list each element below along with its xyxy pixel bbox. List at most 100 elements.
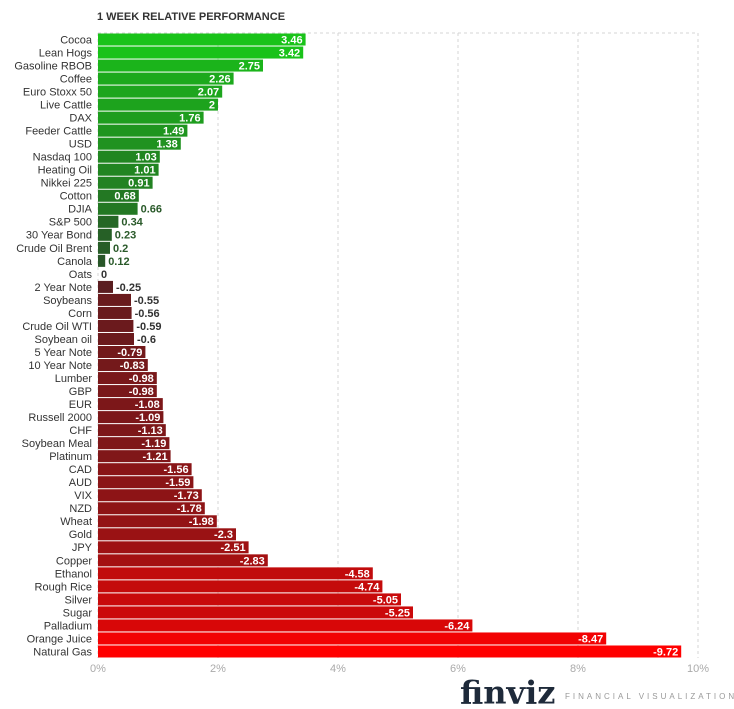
value-label: 1.38 [156,139,177,151]
bar [98,332,134,345]
y-tick-label: Cotton [60,191,92,203]
y-tick-label: Live Cattle [40,100,92,112]
y-tick-label: DJIA [68,204,93,216]
bar [98,111,204,124]
x-tick-label: 4% [330,663,346,675]
value-label: -9.72 [653,646,678,658]
bar [98,619,473,632]
y-tick-label: Gold [69,529,92,541]
y-tick-label: Orange Juice [27,633,92,645]
value-label: -1.98 [189,516,214,528]
bar [98,372,157,385]
value-label: -1.08 [135,399,160,411]
y-tick-label: GBP [69,386,92,398]
y-tick-label: USD [69,139,92,151]
bar [98,72,234,85]
bar [98,398,163,411]
y-tick-label: 5 Year Note [35,347,93,359]
chart-title: 1 WEEK RELATIVE PERFORMANCE [97,11,285,23]
bar [98,293,131,306]
y-tick-label: 30 Year Bond [26,230,92,242]
value-label: -4.74 [354,581,380,593]
bar [98,46,304,59]
bar [98,411,164,424]
bar [98,98,218,111]
y-tick-label: 2 Year Note [35,282,93,294]
x-tick-label: 6% [450,663,466,675]
value-label: -5.25 [385,607,410,619]
y-tick-label: JPY [72,542,93,554]
y-tick-label: Ethanol [55,568,92,580]
y-tick-label: 10 Year Note [28,360,92,372]
y-tick-label: Euro Stoxx 50 [23,87,92,99]
y-tick-label: Canola [57,256,93,268]
y-tick-label: Coffee [60,73,92,85]
value-label: 2.26 [209,73,230,85]
y-tick-label: Silver [64,594,92,606]
value-label: -2.83 [240,555,265,567]
y-tick-label: CHF [69,425,92,437]
bar [98,476,194,489]
value-label: -1.21 [143,451,168,463]
y-tick-label: Copper [56,555,92,567]
bar [98,580,383,593]
bar [98,645,682,658]
y-tick-label: Heating Oil [38,165,92,177]
bar [98,280,113,293]
y-tick-label: Soybean Meal [22,438,92,450]
value-label: -0.6 [137,334,156,346]
bar [98,437,170,450]
bar [98,515,217,528]
bar [98,424,166,437]
value-label: 0.66 [141,204,162,216]
bar [98,202,138,215]
y-tick-label: Crude Oil WTI [22,321,92,333]
x-tick-label: 8% [570,663,586,675]
bar [98,306,132,319]
bar [98,528,236,541]
value-label: -1.73 [174,490,199,502]
value-label: 0.34 [121,217,143,229]
value-label: -0.25 [116,282,141,294]
value-label: -4.58 [345,568,370,580]
y-tick-label: Lumber [55,373,93,385]
bar [98,124,188,137]
bar [98,463,192,476]
bar [98,450,171,463]
y-tick-label: Gasoline RBOB [14,60,92,72]
value-label: -1.56 [164,464,189,476]
bar [98,150,160,163]
value-label: -1.09 [135,412,160,424]
value-label: 1.76 [179,113,200,125]
value-label: 2.75 [239,60,260,72]
y-tick-label: Crude Oil Brent [16,243,92,255]
x-tick-label: 2% [210,663,226,675]
bar [98,85,223,98]
value-label: -2.51 [221,542,246,554]
value-label: 2.07 [198,87,219,99]
bar [98,228,112,241]
y-tick-label: NZD [69,503,92,515]
y-tick-label: VIX [74,490,92,502]
tagline: FINANCIAL VISUALIZATIONS [565,692,734,701]
value-label: -0.59 [136,321,161,333]
y-tick-label: Nikkei 225 [41,178,92,190]
logo: finviz [460,674,555,709]
bar [98,359,148,372]
y-tick-label: Rough Rice [35,581,92,593]
value-label: 0.2 [113,243,128,255]
y-tick-label: S&P 500 [49,217,92,229]
y-tick-label: Corn [68,308,92,320]
y-tick-label: Nasdaq 100 [33,152,92,164]
bar [98,632,607,645]
bar [98,254,106,267]
bar [98,554,268,567]
bar [98,59,263,72]
bar [98,567,373,580]
value-label: 0.91 [128,178,149,190]
value-label: -6.24 [444,620,470,632]
bar [98,176,153,189]
y-tick-label: Platinum [49,451,92,463]
y-tick-label: Wheat [60,516,92,528]
